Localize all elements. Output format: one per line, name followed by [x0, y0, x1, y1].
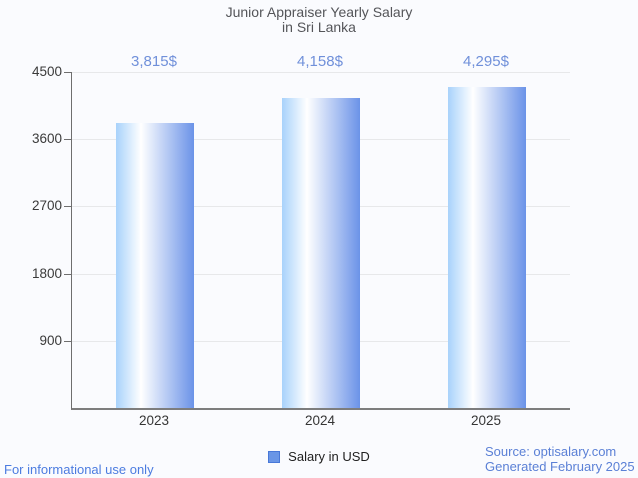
source-text: Source: optisalary.com Generated Februar… [485, 444, 635, 474]
legend: Salary in USD [0, 450, 638, 464]
value-label: 4,295$ [463, 53, 509, 70]
x-tick-label: 2023 [138, 413, 170, 428]
y-tick-label: 1800 [31, 265, 62, 281]
source-line2: Generated February 2025 [485, 458, 635, 474]
bar-2025 [448, 87, 526, 408]
chart-title-line2: in Sri Lanka [282, 19, 356, 35]
y-tick-label: 4500 [31, 64, 62, 79]
value-label: 3,815$ [131, 53, 177, 70]
y-axis-tick [64, 139, 71, 141]
legend-label: Salary in USD [288, 449, 370, 464]
y-axis-tick [64, 72, 71, 73]
disclaimer-text: For informational use only [4, 462, 154, 477]
legend-swatch-icon [268, 451, 281, 463]
x-tick-label: 2025 [470, 413, 502, 428]
gridline [72, 72, 570, 73]
y-axis-tick [64, 340, 71, 342]
y-axis-tick [64, 206, 71, 208]
chart-title-line1: Junior Appraiser Yearly Salary [225, 4, 413, 20]
bar-2023 [116, 123, 194, 408]
value-label: 4,158$ [297, 53, 343, 70]
y-tick-label: 3600 [31, 131, 62, 147]
y-tick-label: 900 [39, 332, 62, 348]
chart-title: Junior Appraiser Yearly Salary in Sri La… [0, 5, 638, 35]
bar-2024 [282, 97, 360, 408]
y-axis-tick [64, 273, 71, 275]
x-tick-label: 2024 [304, 413, 336, 428]
source-line1: Source: optisalary.com [485, 444, 617, 459]
y-tick-label: 2700 [31, 198, 62, 214]
plot-area [71, 72, 570, 410]
